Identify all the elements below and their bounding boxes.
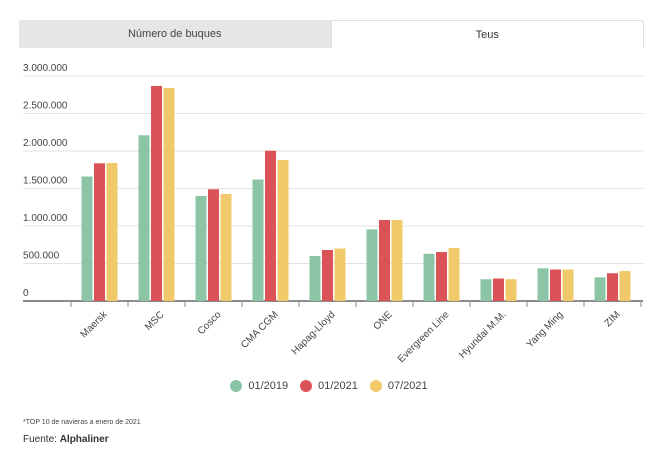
- bar-01-2021-cma-cgm: [265, 150, 276, 301]
- tab-bar: Número de buques Teus: [19, 20, 644, 48]
- bar-07-2021-cosco: [220, 193, 232, 301]
- bar-01-2019-maersk: [81, 176, 93, 301]
- bar-07-2021-one: [391, 220, 403, 301]
- y-tick-label: 1.500.000: [23, 176, 68, 187]
- bar-01-2019-zim: [594, 277, 606, 301]
- bar-01-2019-cosco: [195, 196, 207, 301]
- bar-01-2021-hyundai-m-m-: [493, 278, 504, 301]
- bar-07-2021-msc: [163, 88, 175, 301]
- bar-07-2021-evergreen-line: [448, 247, 460, 301]
- bar-01-2019-hyundai-m-m-: [480, 279, 492, 301]
- x-tick-label: Yang Ming: [525, 309, 566, 350]
- bar-01-2021-maersk: [94, 163, 105, 301]
- bar-01-2019-msc: [138, 135, 150, 301]
- legend-dot-icon: [369, 380, 382, 392]
- y-tick-label: 1.000.000: [23, 213, 68, 224]
- bar-07-2021-hyundai-m-m-: [505, 279, 517, 301]
- footnote: *TOP 10 de navieras a enero de 2021: [23, 419, 141, 426]
- legend-label: 01/2019: [248, 380, 289, 392]
- bar-01-2021-hapag-lloyd: [322, 250, 333, 301]
- bar-01-2019-evergreen-line: [423, 253, 435, 301]
- bar-01-2021-msc: [151, 85, 162, 301]
- y-tick-label: 2.500.000: [23, 101, 68, 112]
- legend-dot-icon: [230, 380, 243, 392]
- bar-07-2021-hapag-lloyd: [334, 248, 346, 301]
- y-tick-label: 2.000.000: [23, 138, 68, 149]
- x-tick-label: Cosco: [196, 309, 224, 337]
- legend-label: 01/2021: [318, 380, 358, 392]
- y-tick-label: 500.000: [23, 251, 60, 262]
- bar-07-2021-cma-cgm: [277, 160, 289, 301]
- x-tick-label: Hyundai M.M.: [457, 309, 508, 360]
- bar-01-2021-cosco: [208, 189, 219, 301]
- x-tick-label: CMA CGM: [239, 309, 281, 351]
- legend: 01/2019 01/2021 07/2021: [0, 380, 658, 392]
- legend-item-01-2019[interactable]: 01/2019: [230, 380, 288, 392]
- tab-numero-de-buques[interactable]: Número de buques: [19, 20, 331, 48]
- legend-label: 07/2021: [387, 380, 428, 392]
- bar-07-2021-zim: [619, 271, 631, 301]
- x-tick-label: Evergreen Line: [396, 309, 452, 365]
- source-label: Fuente:: [23, 434, 57, 445]
- bar-01-2021-yang-ming: [550, 269, 561, 301]
- legend-item-01-2021[interactable]: 01/2021: [300, 380, 358, 392]
- bar-01-2021-one: [379, 220, 390, 301]
- bar-07-2021-yang-ming: [562, 269, 574, 301]
- legend-item-07-2021[interactable]: 07/2021: [369, 380, 428, 392]
- bar-01-2021-evergreen-line: [436, 252, 447, 301]
- source-name: Alphaliner: [59, 434, 109, 445]
- x-tick-label: Maersk: [79, 309, 111, 341]
- bar-01-2019-one: [366, 229, 378, 301]
- bar-07-2021-maersk: [106, 163, 118, 301]
- bar-01-2019-hapag-lloyd: [309, 256, 321, 301]
- x-tick-label: Hapag-Lloyd: [290, 309, 338, 357]
- bar-01-2019-cma-cgm: [252, 179, 264, 301]
- x-tick-label: ONE: [372, 309, 395, 332]
- x-tick-label: MSC: [143, 309, 167, 333]
- x-tick-label: ZIM: [603, 309, 623, 329]
- y-tick-label: 0: [23, 288, 29, 299]
- legend-dot-icon: [300, 380, 313, 392]
- tab-teus[interactable]: Teus: [330, 20, 644, 48]
- source: Fuente: Alphaliner: [23, 434, 109, 445]
- bar-01-2019-yang-ming: [537, 268, 549, 301]
- bar-01-2021-zim: [607, 273, 618, 301]
- y-tick-label: 3.000.000: [23, 63, 68, 74]
- bar-chart: 0 500.000 1.000.000 1.500.000 2.000.000 2.500…: [23, 63, 643, 365]
